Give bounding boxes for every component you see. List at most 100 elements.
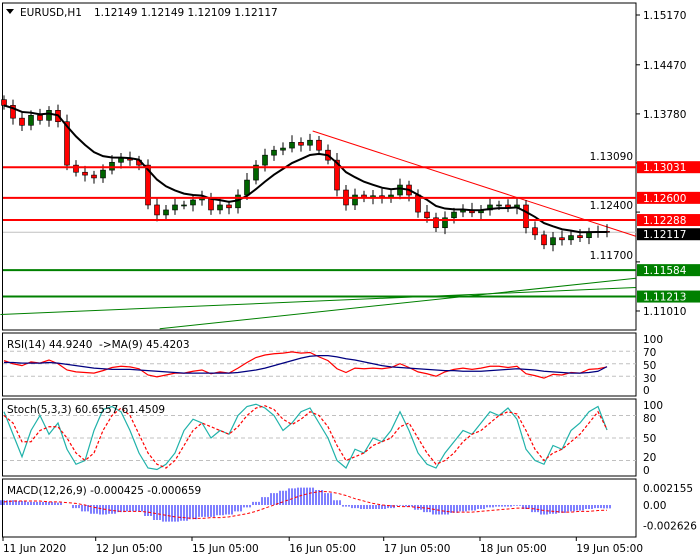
bear-candle [541, 234, 547, 246]
price-panel[interactable]: 1.15170 1.14470 1.13780 1.13090 1.12400 1.117… [0, 2, 700, 331]
stoch-title: Stoch(5,3,3) 60.6557 61.4509 [7, 404, 165, 416]
macd-panel[interactable]: 0.002155 0.00 -0.002626 [0, 478, 697, 538]
support-trendline [159, 277, 636, 330]
support-trendline [0, 287, 636, 316]
rsi-line [3, 351, 608, 379]
bull-candle [253, 164, 259, 181]
price-axis-label: 1.15170 [643, 10, 686, 22]
bear-candle [91, 174, 97, 179]
bear-candle [64, 121, 70, 166]
price-axis-label: 1.11700 [590, 250, 633, 262]
resistance-level-tag [637, 214, 700, 227]
time-axis-label: 16 Jun 05:00 [289, 543, 356, 555]
bear-candle [577, 235, 583, 238]
bull-candle [262, 154, 268, 166]
bull-candle [397, 184, 403, 196]
bear-candle [154, 204, 160, 216]
symbol-timeframe: EURUSD,H1 [20, 7, 82, 19]
bear-candle [37, 115, 43, 121]
axis-label: -0.002626 [643, 521, 697, 533]
time-axis-label: 18 Jun 05:00 [480, 543, 547, 555]
bear-candle [19, 117, 25, 126]
level-price-label: 1.12288 [643, 215, 686, 227]
macd-title: MACD(12,26,9) -0.000425 -0.000659 [7, 485, 201, 497]
panel-frame [2, 478, 637, 538]
price-axis-label: 1.12400 [590, 200, 633, 212]
bear-candle [334, 159, 340, 191]
time-axis-label: 12 Jun 05:00 [96, 543, 163, 555]
level-price-label: 1.13031 [643, 162, 686, 174]
bull-candle [442, 217, 448, 229]
resistance-level-tag [637, 191, 700, 204]
price-axis-label: 1.14470 [643, 60, 686, 72]
bull-candle [307, 139, 313, 146]
bull-candle [568, 235, 574, 241]
axis-label: 0 [643, 385, 650, 397]
axis-label: 0.002155 [643, 483, 693, 495]
axis-label: 0.00 [643, 500, 666, 512]
bear-candle [145, 164, 151, 206]
bear-candle [433, 217, 439, 229]
level-price-label: 1.11213 [643, 292, 686, 304]
axis-label: 20 [643, 452, 656, 464]
axis-label: 100 [643, 400, 663, 412]
current-price-tag [637, 228, 700, 241]
bull-candle [271, 149, 277, 156]
bear-candle [10, 105, 16, 119]
price-axis-label: 1.13780 [643, 109, 686, 121]
time-axis-label: 19 Jun 05:00 [576, 543, 643, 555]
bull-candle [181, 204, 187, 207]
bull-candle [244, 179, 250, 196]
bull-candle [100, 169, 106, 179]
axis-label: 50 [643, 433, 656, 445]
stoch-signal-line [3, 405, 608, 469]
bear-candle [226, 204, 232, 209]
bull-candle [163, 209, 169, 216]
bull-candle [289, 142, 295, 149]
bull-candle [352, 194, 358, 206]
moving-average-line [3, 104, 608, 234]
bull-candle [280, 147, 286, 151]
rsi-title: RSI(14) 44.9240 ->MA(9) 45.4203 [7, 339, 190, 351]
bear-candle [298, 142, 304, 146]
rsi-ma-line [4, 355, 608, 374]
resistance-trendline [312, 130, 636, 237]
triangle-down-icon[interactable] [6, 9, 14, 14]
stoch-main-line [3, 403, 608, 471]
time-axis-label: 15 Jun 05:00 [192, 543, 259, 555]
panel-frame [2, 332, 637, 397]
price-axis-label: 1.11010 [643, 306, 686, 318]
support-level-tag [637, 290, 700, 303]
price-axis-label: 1.13090 [590, 151, 633, 163]
bear-candle [82, 171, 88, 176]
axis-label: 100 [643, 334, 663, 346]
resistance-level-tag [637, 161, 700, 174]
bull-candle [190, 199, 196, 206]
bull-candle [496, 204, 502, 207]
bear-candle [1, 99, 7, 106]
ohlc-values: 1.12149 1.12149 1.12109 1.12117 [94, 7, 278, 19]
axis-label: 30 [643, 373, 656, 385]
axis-label: 0 [643, 465, 650, 477]
bull-candle [550, 237, 556, 246]
bear-candle [73, 164, 79, 173]
macd-signal-line [3, 491, 608, 519]
axis-label: 50 [643, 360, 656, 372]
level-price-label: 1.12600 [643, 193, 686, 205]
bull-candle [46, 110, 52, 121]
time-axis-label: 17 Jun 05:00 [384, 543, 451, 555]
bear-candle [316, 139, 322, 151]
bear-candle [532, 227, 538, 236]
bull-candle [28, 115, 34, 126]
axis-label: 80 [643, 413, 656, 425]
level-price-label: 1.11584 [643, 265, 687, 277]
time-axis-label: 11 Jun 2020 [3, 543, 66, 555]
bear-candle [424, 211, 430, 219]
bull-candle [217, 204, 223, 211]
bear-candle [559, 237, 565, 241]
time-axis: 11 Jun 2020 12 Jun 05:00 15 Jun 05:00 16 Ju… [2, 537, 643, 555]
support-level-tag [637, 264, 700, 277]
